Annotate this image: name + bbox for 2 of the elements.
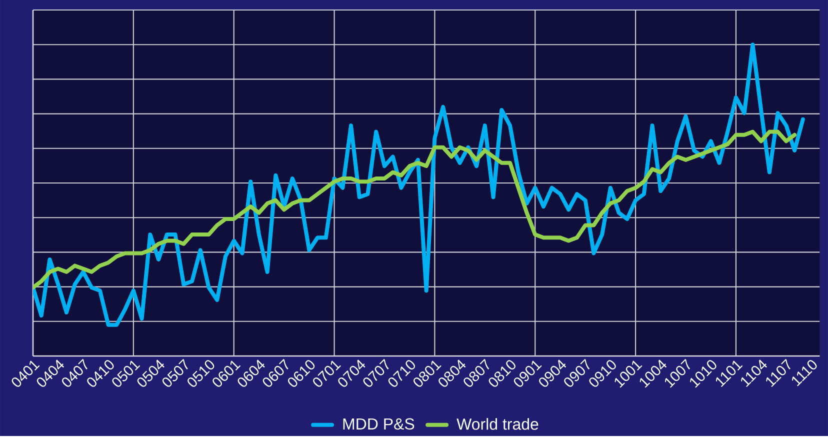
legend-label: World trade: [456, 418, 538, 430]
legend-label: MDD P&S: [343, 418, 414, 430]
